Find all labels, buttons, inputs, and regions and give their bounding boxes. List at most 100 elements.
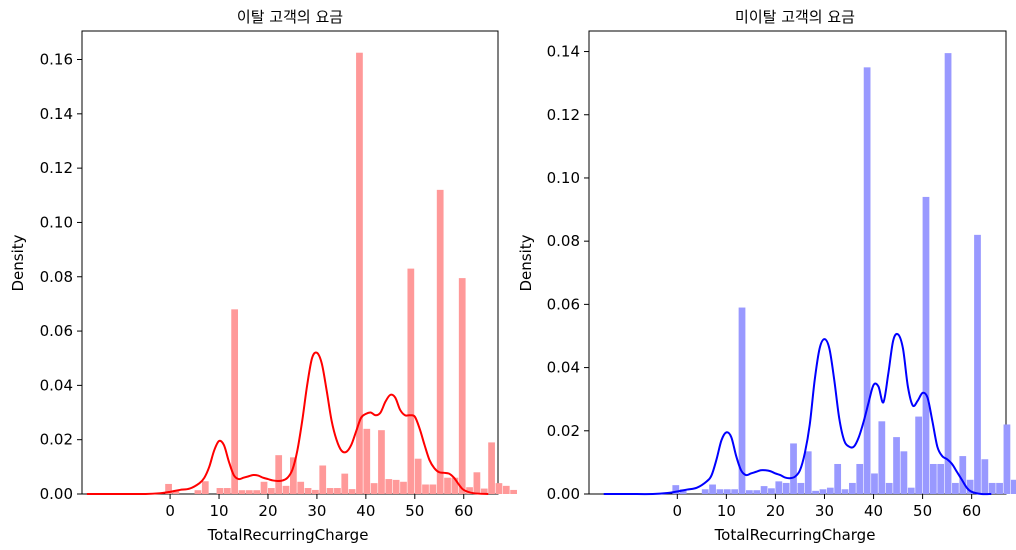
- x-tick-label: 40: [864, 502, 883, 520]
- y-tick-label: 0.04: [40, 376, 73, 394]
- histogram-bar: [429, 484, 437, 494]
- histogram-bar: [407, 268, 415, 494]
- histogram-bar: [716, 489, 724, 494]
- x-tick-label: 20: [766, 502, 785, 520]
- histogram-bar: [723, 489, 731, 494]
- y-tick-label: 0.02: [547, 422, 580, 440]
- y-axis: 0.00 0.02 0.04 0.06 0.08 0.10 0.12 0.14: [547, 43, 589, 503]
- histogram-bar: [502, 485, 510, 494]
- histogram-bar: [480, 488, 488, 494]
- x-tick-label: 50: [405, 502, 424, 520]
- histogram-bar: [341, 473, 349, 494]
- x-tick-label: 20: [258, 502, 277, 520]
- histogram-bar: [885, 482, 893, 494]
- histogram-bar: [267, 488, 275, 494]
- x-axis: 0 10 20 30 40 50 60: [673, 494, 981, 520]
- x-tick-label: 60: [962, 502, 981, 520]
- x-tick-label: 50: [913, 502, 932, 520]
- histogram-bar: [260, 481, 268, 494]
- histogram-bar: [907, 487, 915, 494]
- histogram-bar: [944, 53, 952, 495]
- histogram-bar: [466, 487, 473, 494]
- histogram-bar: [768, 488, 775, 494]
- histogram-bars: [672, 53, 1016, 495]
- histogram-bar: [451, 477, 459, 494]
- histogram-bar: [922, 196, 930, 495]
- histogram-bar: [760, 486, 768, 494]
- x-tick-label: 30: [815, 502, 834, 520]
- histogram-bar: [422, 484, 429, 494]
- histogram-bar: [363, 428, 371, 494]
- retained-panel: 미이탈 고객의 요금 0 10 20 30 40 50 60 0.000.020.040.0…: [517, 8, 1016, 544]
- x-tick-label: 10: [209, 502, 228, 520]
- y-tick-label: 0.04: [547, 359, 580, 377]
- y-axis: 0.00 0.02 0.04 0.06 0.08 0.10 0.12 0.14 0.16: [40, 51, 82, 503]
- histogram-bar: [282, 485, 290, 494]
- y-tick-label: 0.06: [40, 322, 73, 340]
- histogram-bar: [297, 481, 305, 494]
- x-tick-label: 60: [454, 502, 473, 520]
- histogram-bar: [216, 488, 224, 494]
- y-tick-label: 0.00: [40, 485, 73, 503]
- histogram-bar: [392, 479, 400, 494]
- histogram-bar: [974, 234, 981, 494]
- y-tick-label: 0.14: [40, 105, 73, 123]
- y-tick-label: 0.08: [547, 232, 580, 250]
- x-tick-label: 40: [356, 502, 375, 520]
- x-tick-label: 30: [307, 502, 326, 520]
- y-tick-label: 0.12: [547, 106, 580, 124]
- y-tick-label: 0.14: [547, 43, 580, 61]
- x-axis-label: TotalRecurringCharge: [207, 526, 369, 544]
- x-axis: 0 10 20 30 40 50 60: [165, 494, 473, 520]
- plot-frame: [81, 30, 499, 495]
- histogram-bar: [348, 489, 356, 494]
- histogram-bar: [981, 459, 989, 494]
- churn-panel: 이탈 고객의 요금 0 10 20 30 40 50 60 0.00 0.02 0.04 0.06…: [9, 8, 517, 544]
- histogram-bar: [194, 490, 202, 494]
- histogram-bar: [834, 463, 842, 494]
- histogram-bar: [679, 489, 687, 494]
- chart-title: 미이탈 고객의 요금: [735, 8, 855, 26]
- histogram-bar: [312, 489, 319, 494]
- histogram-bar: [326, 488, 334, 494]
- y-axis-label: Density: [9, 234, 27, 291]
- histogram-bar: [444, 477, 451, 494]
- histogram-bar: [238, 490, 246, 494]
- histogram-bar: [370, 483, 378, 494]
- histogram-bar: [495, 483, 503, 494]
- y-tick-label: 0.00: [547, 485, 580, 503]
- histogram-bar: [871, 473, 878, 494]
- histogram-bar: [849, 482, 856, 494]
- histogram-bars: [165, 52, 517, 495]
- histogram-bar: [245, 490, 253, 494]
- histogram-bar: [790, 443, 797, 494]
- histogram-bar: [290, 457, 297, 494]
- histogram-bar: [797, 482, 805, 494]
- histogram-bar: [826, 487, 834, 494]
- y-tick-label: 0.02: [40, 431, 73, 449]
- histogram-bar: [275, 455, 283, 494]
- histogram-bar: [812, 490, 819, 494]
- histogram-bar: [738, 307, 746, 494]
- histogram-bar: [937, 463, 945, 494]
- histogram-bar: [701, 489, 709, 494]
- plot-frame: [588, 30, 1007, 495]
- histogram-bar: [900, 451, 908, 494]
- y-tick-label: 0.16: [40, 51, 73, 69]
- histogram-bar: [996, 482, 1003, 494]
- kde-line: [86, 351, 489, 496]
- histogram-bar: [893, 437, 900, 494]
- histogram-bar: [414, 458, 422, 494]
- x-tick-label: 0: [673, 502, 683, 520]
- histogram-bar: [488, 442, 495, 494]
- histogram-bar: [378, 430, 385, 494]
- histogram-bar: [458, 278, 466, 494]
- histogram-bar: [782, 482, 790, 494]
- histogram-bar: [952, 482, 959, 494]
- histogram-bar: [915, 416, 922, 494]
- histogram-bar: [819, 489, 827, 494]
- histogram-bar: [319, 465, 327, 494]
- y-tick-label: 0.10: [547, 169, 580, 187]
- x-axis-label: TotalRecurringCharge: [714, 526, 876, 544]
